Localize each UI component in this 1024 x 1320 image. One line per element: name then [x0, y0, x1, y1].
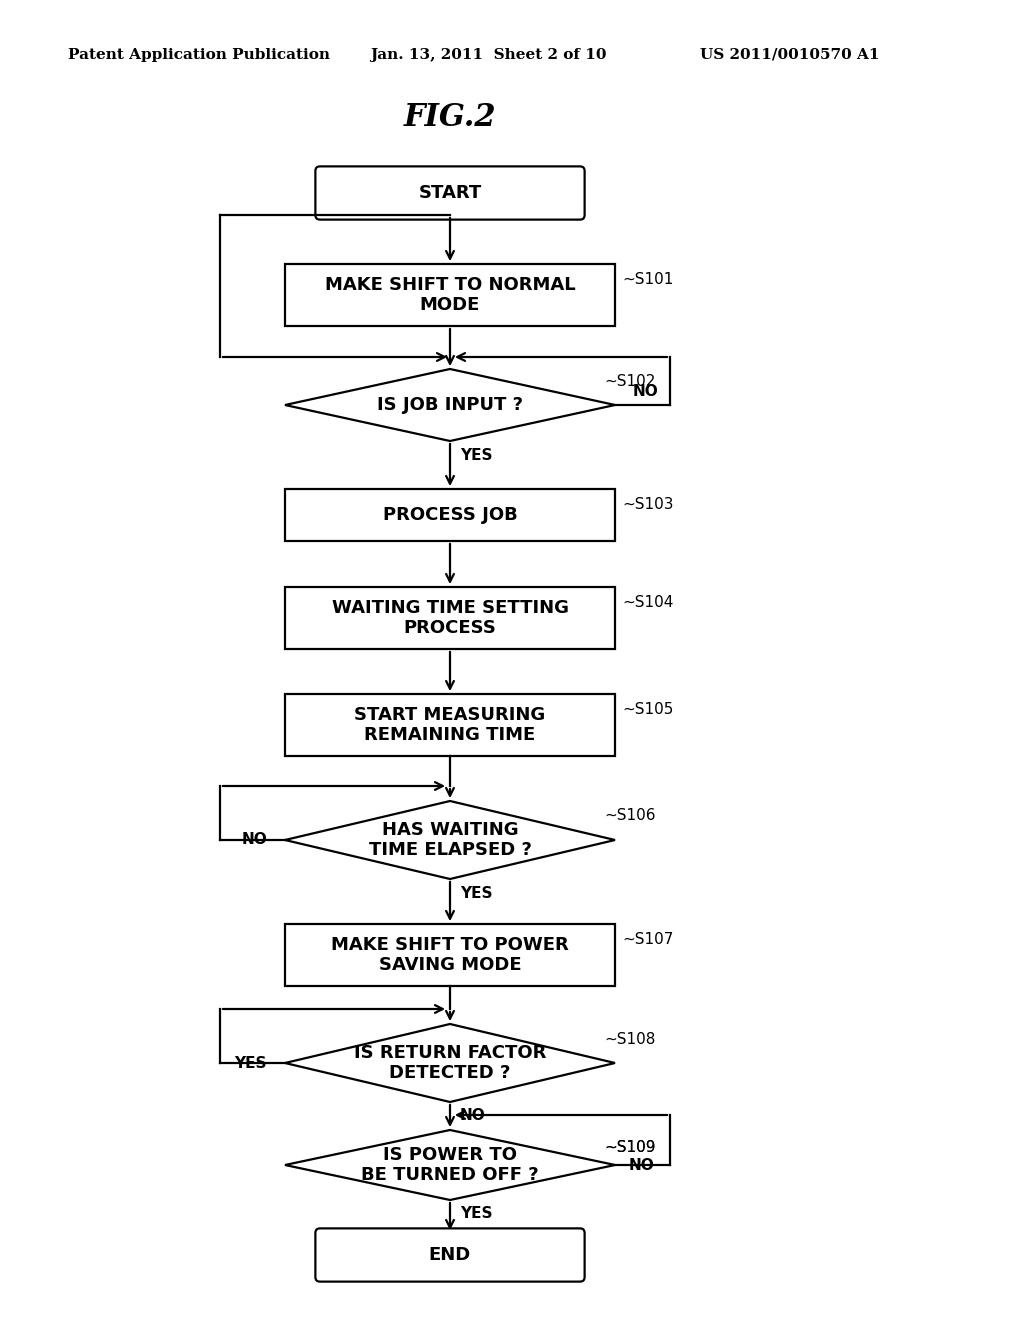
Text: ~S109: ~S109	[604, 1140, 655, 1155]
Bar	[285, 694, 615, 756]
Bar	[285, 264, 615, 326]
Bar	[285, 587, 615, 649]
Text: ~S104: ~S104	[622, 595, 674, 610]
Text: NO: NO	[629, 1158, 654, 1172]
Text: ~S109: ~S109	[604, 1140, 655, 1155]
Polygon shape	[285, 370, 615, 441]
Text: FIG.2: FIG.2	[403, 103, 497, 133]
Text: NO: NO	[460, 1109, 485, 1123]
Polygon shape	[285, 1130, 615, 1200]
Polygon shape	[285, 801, 615, 879]
Text: HAS WAITING
TIME ELAPSED ?: HAS WAITING TIME ELAPSED ?	[369, 821, 531, 859]
Text: ~S106: ~S106	[604, 808, 655, 822]
Text: IS POWER TO
BE TURNED OFF ?: IS POWER TO BE TURNED OFF ?	[361, 1146, 539, 1184]
Text: US 2011/0010570 A1: US 2011/0010570 A1	[700, 48, 880, 62]
Text: YES: YES	[460, 447, 493, 462]
Text: START MEASURING
REMAINING TIME: START MEASURING REMAINING TIME	[354, 706, 546, 744]
Text: NO: NO	[242, 833, 267, 847]
Bar	[285, 924, 615, 986]
Text: Patent Application Publication: Patent Application Publication	[68, 48, 330, 62]
Text: ~S103: ~S103	[622, 498, 674, 512]
Text: YES: YES	[460, 1206, 493, 1221]
Text: YES: YES	[234, 1056, 267, 1071]
Polygon shape	[285, 1024, 615, 1102]
Text: START: START	[419, 183, 481, 202]
Text: IS RETURN FACTOR
DETECTED ?: IS RETURN FACTOR DETECTED ?	[354, 1044, 546, 1082]
Text: PROCESS JOB: PROCESS JOB	[383, 506, 517, 524]
Text: NO: NO	[633, 384, 658, 399]
Text: WAITING TIME SETTING
PROCESS: WAITING TIME SETTING PROCESS	[332, 598, 568, 638]
Bar	[285, 488, 615, 541]
Text: END: END	[429, 1246, 471, 1265]
Text: ~S102: ~S102	[604, 374, 655, 389]
Text: MAKE SHIFT TO POWER
SAVING MODE: MAKE SHIFT TO POWER SAVING MODE	[331, 936, 569, 974]
Text: MAKE SHIFT TO NORMAL
MODE: MAKE SHIFT TO NORMAL MODE	[325, 276, 575, 314]
FancyBboxPatch shape	[315, 166, 585, 219]
Text: YES: YES	[460, 886, 493, 900]
Text: ~S108: ~S108	[604, 1032, 655, 1047]
Text: ~S107: ~S107	[622, 932, 674, 946]
Text: ~S105: ~S105	[622, 702, 674, 717]
Text: Jan. 13, 2011  Sheet 2 of 10: Jan. 13, 2011 Sheet 2 of 10	[370, 48, 606, 62]
FancyBboxPatch shape	[315, 1229, 585, 1282]
Text: ~S101: ~S101	[622, 272, 674, 286]
Text: IS JOB INPUT ?: IS JOB INPUT ?	[377, 396, 523, 414]
